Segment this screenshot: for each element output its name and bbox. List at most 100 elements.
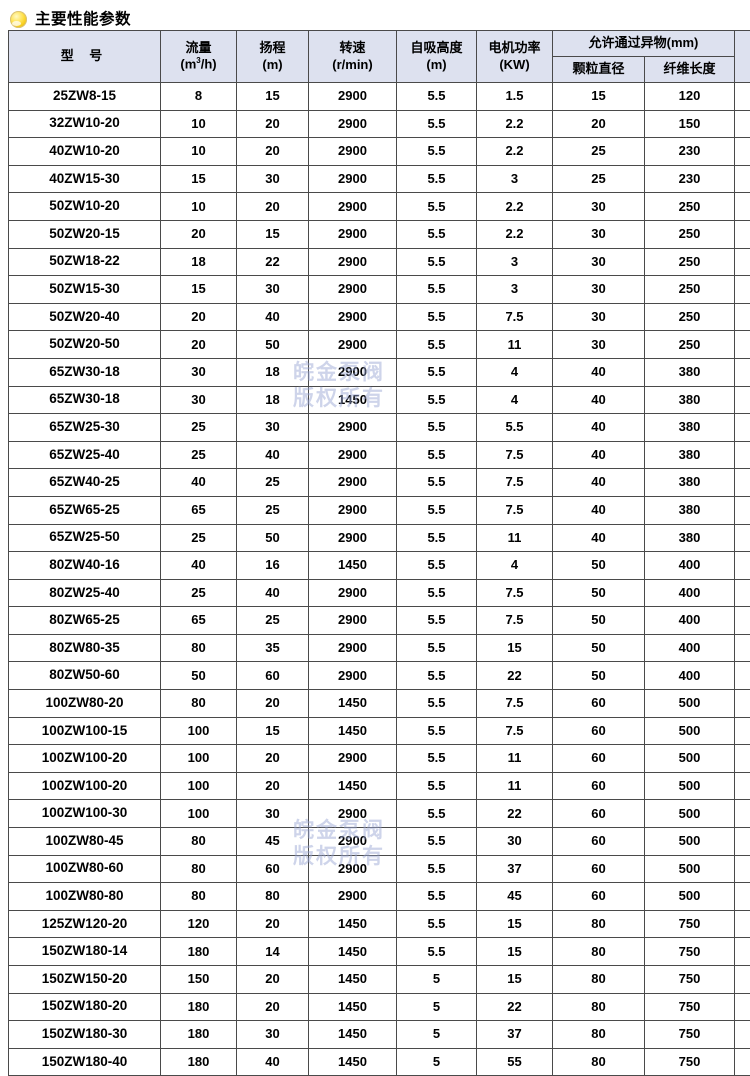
cell-fiber-length: 750 [645,1048,735,1076]
cell-pressure-range: 0.15-0.25 [735,966,750,994]
cell-fiber-length: 250 [645,193,735,221]
cell-particle-diameter: 50 [553,607,645,635]
cell-speed: 2900 [309,110,397,138]
cell-particle-diameter: 60 [553,690,645,718]
cell-particle-diameter: 25 [553,138,645,166]
cell-model: 65ZW30-18 [9,386,161,414]
cell-suction: 5.5 [397,193,477,221]
cell-fiber-length: 400 [645,662,735,690]
cell-flow: 20 [161,303,237,331]
cell-fiber-length: 500 [645,772,735,800]
cell-power: 2.2 [477,193,553,221]
cell-head: 40 [237,441,309,469]
cell-particle-diameter: 60 [553,717,645,745]
cell-model: 65ZW65-25 [9,496,161,524]
cell-fiber-length: 380 [645,496,735,524]
cell-model: 100ZW80-60 [9,855,161,883]
cell-fiber-length: 250 [645,303,735,331]
cell-speed: 2900 [309,496,397,524]
cell-power: 15 [477,634,553,662]
cell-particle-diameter: 60 [553,855,645,883]
table-row: 150ZW180-20180201450522807500.23-0.30 [9,993,750,1021]
cell-power: 7.5 [477,607,553,635]
cell-head: 45 [237,828,309,856]
cell-head: 25 [237,607,309,635]
cell-particle-diameter: 30 [553,276,645,304]
cell-particle-diameter: 30 [553,220,645,248]
cell-head: 40 [237,579,309,607]
cell-power: 1.5 [477,83,553,111]
cell-fiber-length: 380 [645,441,735,469]
cell-flow: 65 [161,607,237,635]
cell-particle-diameter: 60 [553,828,645,856]
cell-flow: 25 [161,524,237,552]
cell-suction: 5.5 [397,441,477,469]
cell-model: 80ZW50-60 [9,662,161,690]
cell-suction: 5.5 [397,717,477,745]
cell-fiber-length: 500 [645,828,735,856]
cell-power: 11 [477,331,553,359]
cell-head: 15 [237,220,309,248]
cell-pressure-range: 0.1-0.18 [735,138,750,166]
cell-speed: 2900 [309,414,397,442]
cell-model: 25ZW8-15 [9,83,161,111]
cell-speed: 2900 [309,165,397,193]
cell-suction: 5.5 [397,910,477,938]
cell-flow: 80 [161,634,237,662]
cell-pressure-range: 0.15-0.25 [735,110,750,138]
cell-fiber-length: 380 [645,386,735,414]
cell-pressure-range: 0.15-0.25 [735,193,750,221]
cell-flow: 80 [161,828,237,856]
cell-speed: 2900 [309,469,397,497]
cell-model: 150ZW180-14 [9,938,161,966]
cell-power: 22 [477,662,553,690]
cell-speed: 2900 [309,828,397,856]
cell-flow: 180 [161,938,237,966]
cell-suction: 5.5 [397,110,477,138]
cell-pressure-range: 0.24-0.32 [735,331,750,359]
cell-pressure-range: 0.75-0.82 [735,883,750,911]
cell-model: 150ZW180-20 [9,993,161,1021]
cell-model: 40ZW15-30 [9,165,161,193]
cell-head: 30 [237,276,309,304]
cell-particle-diameter: 80 [553,1048,645,1076]
cell-model: 125ZW120-20 [9,910,161,938]
cell-flow: 25 [161,414,237,442]
cell-fiber-length: 380 [645,469,735,497]
cell-suction: 5.5 [397,524,477,552]
cell-speed: 1450 [309,717,397,745]
cell-head: 20 [237,993,309,1021]
cell-model: 65ZW30-18 [9,358,161,386]
cell-speed: 1450 [309,552,397,580]
cell-fiber-length: 250 [645,248,735,276]
cell-head: 25 [237,496,309,524]
cell-particle-diameter: 40 [553,358,645,386]
cell-flow: 10 [161,110,237,138]
cell-pressure-range: 0.23-0.30 [735,993,750,1021]
cell-suction: 5 [397,966,477,994]
cell-speed: 1450 [309,938,397,966]
cell-power: 11 [477,772,553,800]
cell-model: 50ZW18-22 [9,248,161,276]
cell-suction: 5.5 [397,855,477,883]
cell-suction: 5.5 [397,883,477,911]
cell-pressure-range: 0.24-0.32 [735,165,750,193]
cell-power: 3 [477,276,553,304]
cell-flow: 80 [161,855,237,883]
cell-flow: 180 [161,993,237,1021]
col-header-flow-unit: (m3/h) [161,56,236,73]
cell-pressure-range: 0.1-0.18 [735,938,750,966]
cell-pressure-range: 0.23-0.30 [735,1021,750,1049]
cell-suction: 5.5 [397,745,477,773]
